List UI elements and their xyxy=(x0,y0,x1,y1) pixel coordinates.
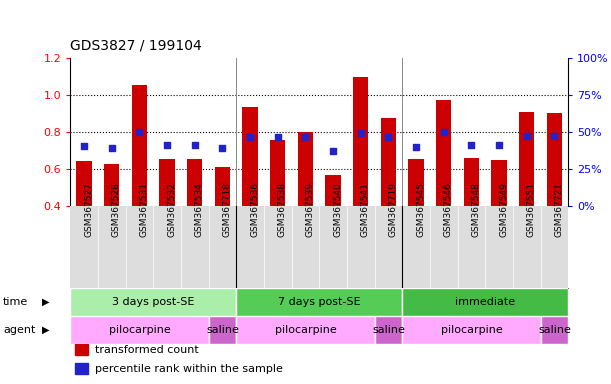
Point xyxy=(162,142,172,148)
Bar xyxy=(402,316,541,344)
Bar xyxy=(243,107,258,206)
Bar xyxy=(375,316,402,344)
Text: GSM367718: GSM367718 xyxy=(222,182,232,237)
Point xyxy=(301,134,310,141)
Text: GSM367719: GSM367719 xyxy=(389,182,397,237)
Bar xyxy=(70,288,236,316)
Text: GSM367551: GSM367551 xyxy=(527,182,536,237)
Text: percentile rank within the sample: percentile rank within the sample xyxy=(95,364,283,374)
Text: time: time xyxy=(3,297,28,307)
Text: saline: saline xyxy=(372,325,405,335)
Point xyxy=(190,142,200,148)
Point xyxy=(411,144,421,150)
Bar xyxy=(464,158,479,206)
Text: GDS3827 / 199104: GDS3827 / 199104 xyxy=(70,38,202,52)
Text: GSM367538: GSM367538 xyxy=(278,182,287,237)
Bar xyxy=(75,363,88,374)
Bar xyxy=(381,118,396,206)
Point xyxy=(549,132,559,139)
Point xyxy=(107,144,117,151)
Bar xyxy=(353,78,368,206)
Point xyxy=(79,143,89,149)
Bar xyxy=(236,288,402,316)
Text: GSM367536: GSM367536 xyxy=(250,182,259,237)
Point xyxy=(494,142,504,148)
Text: ▶: ▶ xyxy=(42,297,49,307)
Bar xyxy=(187,159,202,206)
Text: pilocarpine: pilocarpine xyxy=(109,325,170,335)
Text: GSM367545: GSM367545 xyxy=(416,182,425,237)
Text: pilocarpine: pilocarpine xyxy=(274,325,336,335)
Bar xyxy=(76,161,92,206)
Bar xyxy=(491,160,507,206)
Bar xyxy=(409,159,423,206)
Text: pilocarpine: pilocarpine xyxy=(441,325,502,335)
Bar xyxy=(236,316,375,344)
Text: GSM367531: GSM367531 xyxy=(139,182,148,237)
Text: GSM367541: GSM367541 xyxy=(360,182,370,237)
Text: immediate: immediate xyxy=(455,297,515,307)
Text: saline: saline xyxy=(538,325,571,335)
Bar xyxy=(215,167,230,206)
Text: GSM367527: GSM367527 xyxy=(84,182,93,237)
Text: GSM367534: GSM367534 xyxy=(195,182,203,237)
Bar xyxy=(402,288,568,316)
Point xyxy=(384,134,393,140)
Text: GSM367539: GSM367539 xyxy=(306,182,315,237)
Bar xyxy=(132,85,147,206)
Text: GSM367528: GSM367528 xyxy=(112,182,121,237)
Text: GSM367540: GSM367540 xyxy=(333,182,342,237)
Text: GSM367546: GSM367546 xyxy=(444,182,453,237)
Bar xyxy=(326,175,341,206)
Point xyxy=(439,129,448,135)
Bar xyxy=(159,159,175,206)
Point xyxy=(328,148,338,154)
Text: GSM367548: GSM367548 xyxy=(472,182,480,237)
Bar xyxy=(519,112,535,206)
Text: 7 days post-SE: 7 days post-SE xyxy=(278,297,360,307)
Text: 3 days post-SE: 3 days post-SE xyxy=(112,297,194,307)
Text: agent: agent xyxy=(3,325,35,335)
Bar xyxy=(75,344,88,355)
Point xyxy=(218,144,227,151)
Text: GSM367532: GSM367532 xyxy=(167,182,176,237)
Bar xyxy=(541,316,568,344)
Bar xyxy=(104,164,119,206)
Text: GSM367721: GSM367721 xyxy=(554,182,563,237)
Text: GSM367549: GSM367549 xyxy=(499,182,508,237)
Bar xyxy=(298,132,313,206)
Point xyxy=(356,130,365,136)
Bar xyxy=(547,113,562,206)
Point xyxy=(467,142,477,148)
Bar xyxy=(208,316,236,344)
Bar xyxy=(70,316,208,344)
Text: saline: saline xyxy=(206,325,239,335)
Point xyxy=(522,132,532,139)
Point xyxy=(273,134,283,140)
Text: transformed count: transformed count xyxy=(95,345,199,355)
Point xyxy=(245,134,255,141)
Point xyxy=(134,129,144,135)
Bar xyxy=(270,140,285,206)
Text: ▶: ▶ xyxy=(42,325,49,335)
Bar xyxy=(436,101,452,206)
